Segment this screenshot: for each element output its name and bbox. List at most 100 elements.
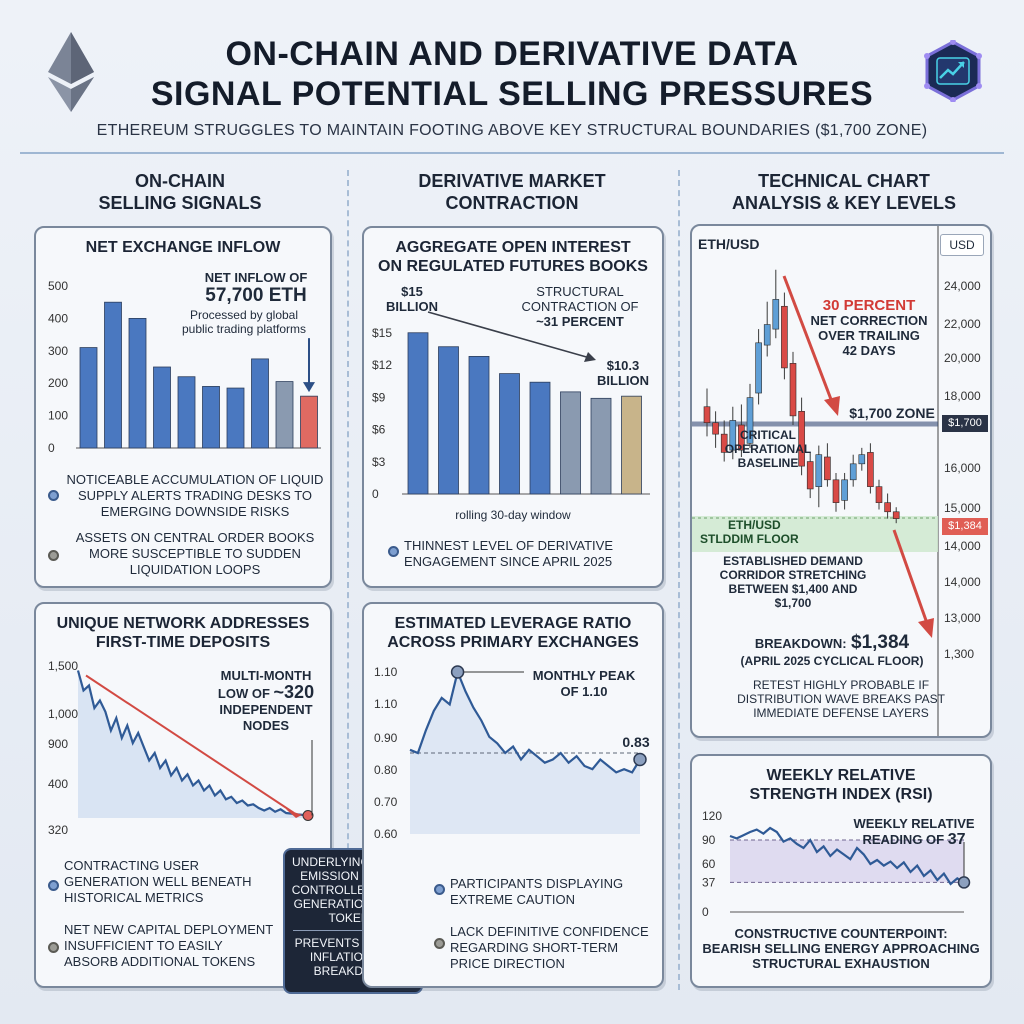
oi-end-label: $10.3 BILLION — [588, 358, 658, 388]
leverage-y-tick: 1.10 — [374, 665, 398, 679]
tech-correction-arrow — [782, 275, 834, 403]
oi-mid-label-line3: ~31 PERCENT — [536, 314, 624, 329]
tech-candle-body — [712, 422, 719, 435]
column-title-line2: ANALYSIS & KEY LEVELS — [731, 193, 957, 213]
tech-correction-line2: NET CORRECTION — [810, 313, 928, 328]
column-title-technical: TECHNICAL CHART ANALYSIS & KEY LEVELS — [694, 170, 994, 214]
tech-y-tick: 18,000 — [944, 389, 981, 403]
tech-pair-label: ETH/USD — [698, 236, 760, 252]
inflow-bar — [202, 386, 220, 449]
page-subtitle: ETHEREUM STRUGGLES TO MAINTAIN FOOTING A… — [96, 122, 928, 139]
rsi-y-tick: 120 — [702, 809, 722, 823]
ethereum-diamond-icon — [48, 32, 94, 112]
inflow-bar — [153, 366, 171, 449]
addresses-line — [76, 670, 309, 817]
inflow-annotation-value: 57,700 ETH — [205, 285, 307, 306]
header-divider — [20, 152, 1004, 154]
panel-title-line2: ACROSS PRIMARY EXCHANGES — [387, 634, 639, 651]
addresses-y-tick: 320 — [48, 823, 68, 837]
oi-bar — [560, 391, 581, 495]
panel-title-line1: ESTIMATED LEVERAGE RATIO — [394, 615, 632, 632]
tech-y-tick: 1,300 — [944, 647, 974, 661]
addresses-line-chart: 1,500 1,000 900 400 320 — [48, 660, 314, 837]
tech-y-tick: 20,000 — [944, 351, 981, 365]
tech-candle-body — [781, 305, 788, 369]
oi-trend-arrow — [427, 311, 596, 362]
tech-correction-line1: 30 PERCENT — [822, 297, 916, 314]
rsi-end-marker — [957, 876, 971, 889]
tech-breakdown-label: BREAKDOWN: $1,384 — [722, 632, 942, 654]
tech-floor-line1: ETH/USD — [728, 518, 781, 532]
tech-correction-line3: OVER TRAILING — [818, 328, 920, 343]
leverage-bullet-2: LACK DEFINITIVE CONFIDENCE REGARDING SHO… — [450, 924, 649, 971]
oi-y-tick: $3 — [372, 455, 386, 469]
rsi-footer: CONSTRUCTIVE COUNTERPOINT: BEARISH SELLI… — [692, 926, 990, 971]
tech-y-tick: 16,000 — [944, 461, 981, 475]
inflow-y-tick: 300 — [48, 344, 68, 358]
inflow-annotation-note: Processed by global public trading platf… — [156, 308, 332, 336]
tech-candle-body — [703, 406, 711, 424]
leverage-peak-marker — [450, 665, 465, 679]
inflow-annotation-line1: NET INFLOW OF — [204, 270, 308, 285]
inflow-y-tick: 0 — [48, 441, 55, 455]
oi-start-label-line2: BILLION — [386, 299, 438, 314]
tech-correction-label: 30 PERCENT NET CORRECTION OVER TRAILING … — [804, 298, 934, 358]
oi-bar — [499, 373, 520, 495]
tech-breakdown-text: BREAKDOWN: — [754, 636, 847, 651]
addresses-bullet-2: NET NEW CAPITAL DEPLOYMENT INSUFFICIENT … — [64, 922, 274, 969]
addresses-area — [78, 670, 308, 818]
tech-candle-body — [841, 479, 848, 501]
addresses-y-tick: 400 — [48, 777, 68, 791]
currency-badge: USD — [940, 234, 984, 256]
oi-bar — [468, 356, 490, 495]
oi-start-label-line1: $15 — [401, 284, 423, 299]
column-title-onchain: ON-CHAIN SELLING SIGNALS — [30, 170, 330, 214]
tech-candle-body — [798, 411, 805, 467]
addresses-trend-arrowhead — [286, 809, 302, 818]
panel-title-line2: STRENGTH INDEX (RSI) — [749, 786, 933, 803]
oi-y-tick: $15 — [372, 326, 392, 340]
column-title-line2: CONTRACTION — [445, 193, 579, 213]
page-title-line1: ON-CHAIN AND DERIVATIVE DATA — [225, 35, 799, 73]
panel-title: NET EXCHANGE INFLOW — [85, 239, 281, 256]
inflow-bullet-1: NOTICEABLE ACCUMULATION OF LIQUID SUPPLY… — [66, 472, 324, 519]
tech-zone-tag: $1,700 — [942, 415, 988, 432]
leverage-y-tick: 1.10 — [374, 697, 398, 711]
inflow-y-tick: 500 — [48, 279, 68, 293]
addresses-annotation-line1: MULTI-MONTH — [220, 668, 312, 683]
tech-zone-label: $1,700 ZONE — [849, 405, 935, 421]
leverage-y-tick: 0.60 — [374, 827, 398, 841]
leverage-end-marker — [633, 752, 647, 767]
rsi-y-tick: 60 — [702, 857, 716, 871]
tech-y-tick: 24,000 — [944, 279, 981, 293]
inflow-arrow-head — [303, 382, 315, 393]
column-title-line1: ON-CHAIN — [135, 171, 225, 191]
oi-y-tick: $9 — [372, 390, 386, 404]
bullet-icon — [48, 490, 59, 501]
tech-candle-body — [738, 424, 745, 451]
tech-floor-label: ETH/USD STLDDIM FLOOR — [700, 518, 810, 546]
oi-mid-label-line2: CONTRACTION OF — [521, 299, 639, 314]
panel-weekly-rsi: WEEKLY RELATIVE STRENGTH INDEX (RSI) 120… — [690, 754, 992, 988]
tech-correction-line4: 42 DAYS — [842, 343, 896, 358]
rsi-y-tick: 90 — [702, 833, 716, 847]
oi-end-label-line2: BILLION — [597, 373, 649, 388]
leverage-y-tick: 0.80 — [374, 763, 398, 777]
column-divider-left — [347, 170, 349, 990]
rsi-footer-line2: BEARISH SELLING ENERGY APPROACHING — [702, 941, 980, 956]
rsi-y-tick: 0 — [702, 905, 709, 919]
addresses-trend-arrow — [85, 674, 295, 814]
bullet-icon — [48, 880, 59, 891]
rsi-reading-line1: WEEKLY RELATIVE — [853, 816, 975, 831]
inflow-annotation-line4: public trading platforms — [181, 322, 307, 336]
tech-breakdown-sub: (APRIL 2025 CYCLICAL FLOOR) — [740, 654, 924, 668]
tech-baseline-line1: CRITICAL — [740, 428, 796, 442]
oi-bullet-1: THINNEST LEVEL OF DERIVATIVE ENGAGEMENT … — [404, 538, 614, 569]
panel-open-interest: AGGREGATE OPEN INTEREST ON REGULATED FUT… — [362, 226, 664, 588]
panel-title-line1: AGGREGATE OPEN INTEREST — [395, 239, 631, 256]
inflow-bar — [104, 301, 122, 449]
oi-bar — [590, 397, 612, 495]
tech-baseline-line2: OPERATIONAL — [724, 442, 812, 456]
tech-candle-body — [875, 486, 883, 503]
rsi-footer-line1: CONSTRUCTIVE COUNTERPOINT: — [734, 926, 948, 941]
